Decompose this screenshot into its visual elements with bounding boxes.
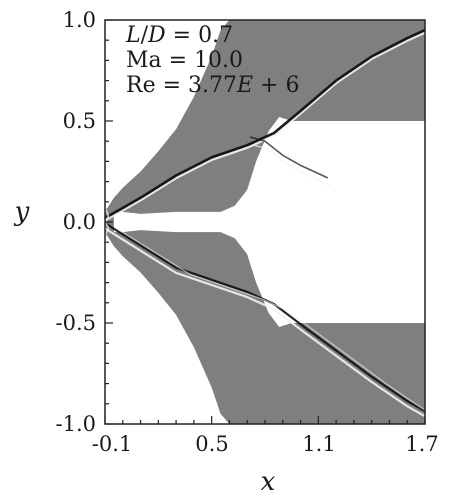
upper-reflected-shock [250, 136, 328, 179]
x-tick-label: 0.5 [195, 432, 228, 456]
upper-reflected-halo [253, 144, 332, 187]
y-tick-label: -0.5 [56, 311, 97, 335]
x-tick-label: 1.1 [302, 432, 335, 456]
annotation-mach: Ma = 10.0 [126, 48, 243, 73]
x-tick-label: 1.7 [405, 432, 438, 456]
lower-flow-lobe [105, 230, 425, 424]
y-tick-label: 0.0 [63, 210, 96, 234]
y-axis-title: y [14, 197, 30, 227]
y-tick-label: -1.0 [56, 412, 97, 436]
x-tick-label: -0.1 [92, 432, 133, 456]
upper-flow-lobe [105, 20, 425, 214]
upper-bow-shock [105, 28, 425, 220]
y-tick-labels: 1.0 0.5 0.0 -0.5 -1.0 [56, 8, 97, 436]
upper-shock-halo [105, 31, 425, 222]
lower-secondary-halo [118, 229, 425, 411]
annotation-block: L/D = 0.7 Ma = 10.0 Re = 3.77E + 6 [125, 23, 299, 98]
y-tick-label: 1.0 [63, 8, 96, 32]
nose-shock-highlight [105, 207, 110, 237]
annotation-ld: L/D = 0.7 [125, 23, 233, 48]
x-tick-labels: -0.1 0.5 1.1 1.7 [92, 432, 439, 456]
lower-shock-halo [105, 227, 425, 418]
annotation-reynolds: Re = 3.77E + 6 [126, 73, 299, 98]
y-tick-label: 0.5 [63, 109, 96, 133]
x-axis-title: x [261, 467, 276, 497]
axis-ticks [104, 19, 426, 425]
flow-field [105, 20, 425, 424]
